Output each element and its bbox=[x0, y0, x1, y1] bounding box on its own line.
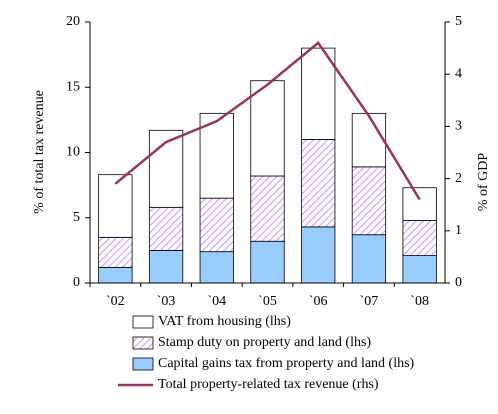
x-tick-label: `04 bbox=[207, 294, 226, 309]
y-tick-label: 20 bbox=[66, 14, 80, 29]
y-tick-label: 0 bbox=[73, 275, 80, 290]
x-tick-label: `07 bbox=[360, 294, 379, 309]
bar-segment bbox=[402, 219, 437, 256]
y-tick-label: 5 bbox=[73, 210, 80, 225]
y2-tick-label: 5 bbox=[455, 14, 462, 29]
y2-tick-label: 4 bbox=[455, 66, 462, 81]
bar-segment bbox=[98, 236, 133, 268]
bar-segment bbox=[250, 80, 285, 177]
bar-segment bbox=[199, 112, 234, 199]
bar-segment bbox=[250, 240, 285, 284]
bar-segment bbox=[402, 255, 437, 284]
x-tick-label: `05 bbox=[258, 294, 277, 309]
legend-label: Capital gains tax from property and land… bbox=[158, 356, 415, 371]
legend-label: Stamp duty on property and land (lhs) bbox=[158, 335, 371, 350]
y2-tick-label: 3 bbox=[455, 119, 462, 134]
bar-segment bbox=[351, 112, 387, 168]
y2-tick-label: 0 bbox=[455, 275, 462, 290]
x-tick-label: `08 bbox=[410, 294, 429, 309]
y-tick-label: 15 bbox=[66, 79, 80, 94]
bar-segment bbox=[199, 197, 234, 253]
bar-segment bbox=[351, 166, 387, 236]
bar-segment bbox=[402, 187, 437, 221]
bar-segment bbox=[148, 249, 184, 284]
bar-segment bbox=[351, 234, 387, 284]
y-tick-label: 10 bbox=[66, 145, 80, 160]
bar-segment bbox=[199, 251, 234, 284]
y-axis-label: % of total tax revenue bbox=[32, 90, 47, 214]
line bbox=[114, 41, 421, 201]
legend-label: VAT from housing (lhs) bbox=[158, 314, 291, 329]
bar-segment bbox=[301, 47, 336, 140]
bar-segment bbox=[148, 206, 184, 251]
y2-tick-label: 2 bbox=[455, 171, 462, 186]
bar-segment bbox=[98, 174, 133, 238]
legend-swatch bbox=[132, 336, 154, 350]
x-tick-label: `02 bbox=[106, 294, 125, 309]
y2-axis-label: % of GDP bbox=[476, 153, 491, 212]
legend-swatch bbox=[132, 315, 154, 329]
legend-label: Total property-related tax revenue (rhs) bbox=[158, 377, 379, 392]
bar-segment bbox=[301, 226, 336, 284]
legend-swatch bbox=[132, 357, 154, 371]
bar-segment bbox=[250, 175, 285, 242]
x-tick-label: `06 bbox=[309, 294, 328, 309]
bar-segment bbox=[301, 139, 336, 228]
y2-tick-label: 1 bbox=[455, 223, 462, 238]
x-tick-label: `03 bbox=[157, 294, 176, 309]
bar-segment bbox=[98, 266, 133, 284]
